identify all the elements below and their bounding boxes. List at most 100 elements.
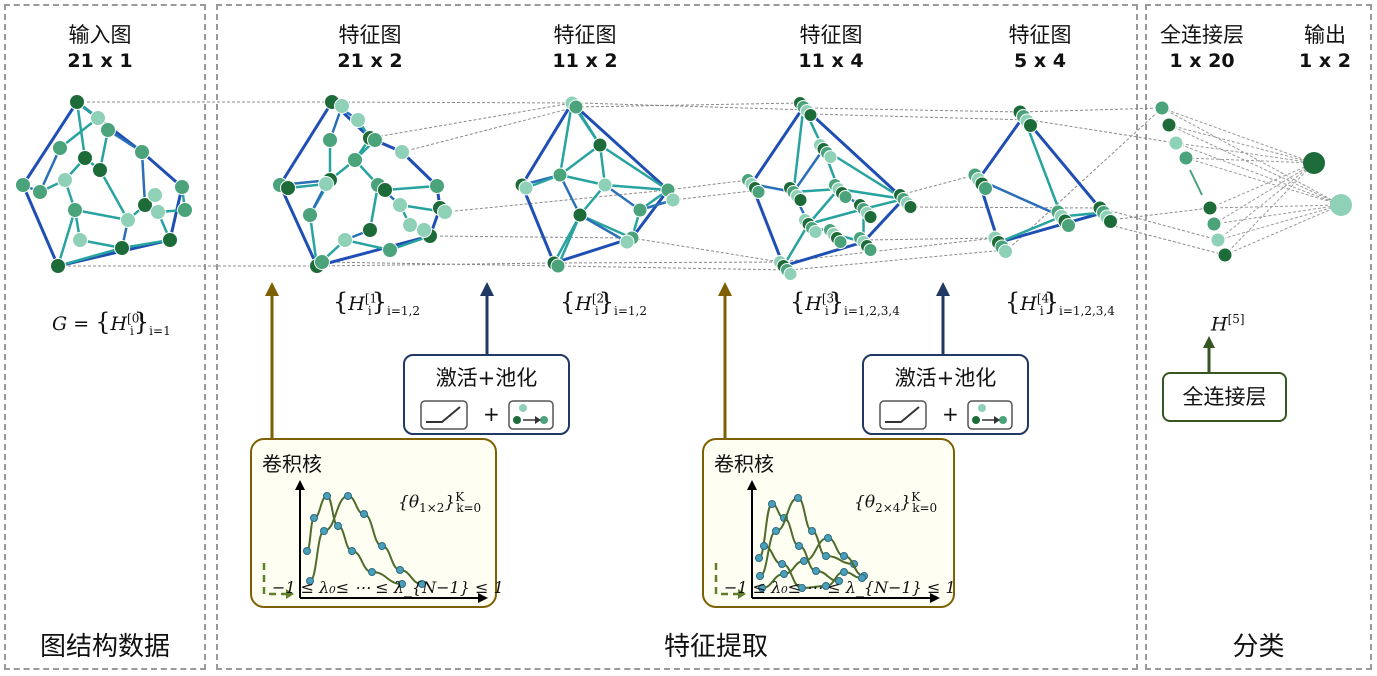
conv-kernel-title: 卷积核 (714, 452, 774, 476)
graph-node (1103, 214, 1118, 229)
graph-node (823, 150, 838, 164)
graph-node (347, 152, 363, 168)
graph-node (863, 243, 878, 257)
pooling-icon (508, 400, 554, 430)
kernel-sample-point (344, 492, 352, 500)
fc-link (1213, 162, 1315, 225)
graph-node (350, 112, 366, 128)
graph-edge (21, 101, 79, 186)
fc-node (1202, 200, 1218, 216)
fc-link (1161, 107, 1342, 206)
graph-edge (121, 238, 171, 250)
graph-node (592, 137, 608, 153)
graph-edge (604, 183, 669, 192)
graph-node (437, 204, 453, 220)
kernel-sample-point (772, 527, 780, 535)
formula-h5: H[5] (1211, 312, 1245, 336)
fc-arrow (1203, 336, 1215, 372)
graph-node (52, 140, 68, 156)
graph-node (597, 177, 613, 193)
graph-node (377, 182, 393, 198)
graph-edge (384, 184, 438, 192)
conv-kernel-box-1: 卷积核 {θ1×2}Kk=0 −1 ≤ λ₀≤ ⋯ ≤ λ_{N−1} ≤ 1 (250, 438, 504, 608)
layer-link (909, 206, 1101, 209)
kernel-sample-point (755, 554, 763, 562)
layer-link (631, 237, 781, 263)
graph-node (382, 242, 398, 258)
layer-link (579, 102, 811, 111)
layer-link (789, 249, 1006, 271)
kernel-sample-point (756, 572, 764, 580)
graph-edge (792, 106, 805, 193)
graph-edge (56, 209, 77, 267)
graph-node (838, 190, 853, 204)
graph-node (518, 180, 534, 196)
kernel-sample-point (398, 580, 406, 588)
kernel-curve (306, 494, 403, 585)
layer-link (1099, 207, 1219, 241)
fc-node (1168, 135, 1184, 151)
activation-pool-box-2: 激活+池化 + (862, 354, 1029, 435)
feature-section (216, 4, 1138, 670)
relu-icon (879, 400, 927, 430)
graph-node (552, 167, 568, 183)
plus-sign: + (483, 402, 500, 426)
formula-h3: {H[3]i}i=1,2,3,4 (790, 288, 900, 318)
fc-link (1185, 157, 1342, 206)
graph-edge (278, 184, 319, 267)
graph-node (392, 197, 408, 213)
graph-edge (792, 148, 825, 193)
fc-link (1213, 204, 1342, 225)
graph-edge (520, 102, 574, 186)
pool-arrow-1 (480, 282, 494, 356)
graph-node (998, 244, 1013, 259)
graph-edge (38, 147, 62, 193)
layer-link (899, 174, 976, 196)
graph-node (120, 212, 136, 228)
graph-node (903, 200, 918, 214)
layer-link (809, 107, 1021, 113)
fc-ellipsis-line (1189, 169, 1203, 196)
layer-link (864, 237, 996, 241)
fc-link (1217, 162, 1315, 241)
kernel-curve-plot (714, 480, 940, 603)
layer-link (557, 265, 791, 271)
kernel-sample-point (795, 542, 803, 550)
layer-link (809, 113, 1031, 121)
layer-link (321, 261, 559, 267)
kernel-sample-point (808, 527, 816, 535)
graph-node (280, 180, 296, 196)
graph-edge (838, 187, 904, 201)
classify-section-title: 分类 (1232, 632, 1285, 662)
layer-link (369, 102, 573, 139)
graph-node (90, 110, 106, 126)
kernel-sample-point (794, 494, 802, 502)
layer-link (316, 262, 555, 267)
kernel-sample-point (418, 580, 426, 588)
conv-kernel-box-2: 卷积核 {θ2×4}Kk=0 −1 ≤ λ₀≤ ⋯ ≤ λ_{N−1} ≤ 1 (702, 438, 956, 608)
graph-node (150, 204, 166, 220)
layer-label-f4: 特征图 5 x 4 (1008, 23, 1072, 72)
graph-edge (278, 101, 334, 186)
output-node (1303, 152, 1325, 174)
kernel-sample-point (310, 514, 318, 522)
kernel-sample-point (824, 534, 832, 542)
kernel-sample-point (360, 510, 368, 518)
kernel-sample-point (334, 522, 342, 530)
graph-edge (1022, 115, 1105, 214)
graph-node (114, 240, 130, 256)
y-axis-arrowhead (295, 480, 305, 490)
fc-link (1224, 162, 1315, 256)
layer-link (1029, 119, 1177, 144)
graph-edge (558, 102, 574, 176)
activation-pool-title: 激活+池化 (894, 366, 997, 390)
guide-arrowhead (738, 589, 746, 599)
graph-node (67, 202, 83, 218)
graph-node (147, 187, 163, 203)
graph-edge (977, 115, 1025, 181)
kernel-sample-point (320, 527, 328, 535)
kernel-sample-point (396, 566, 404, 574)
graph-node (665, 192, 681, 208)
graph-node (1023, 118, 1038, 133)
